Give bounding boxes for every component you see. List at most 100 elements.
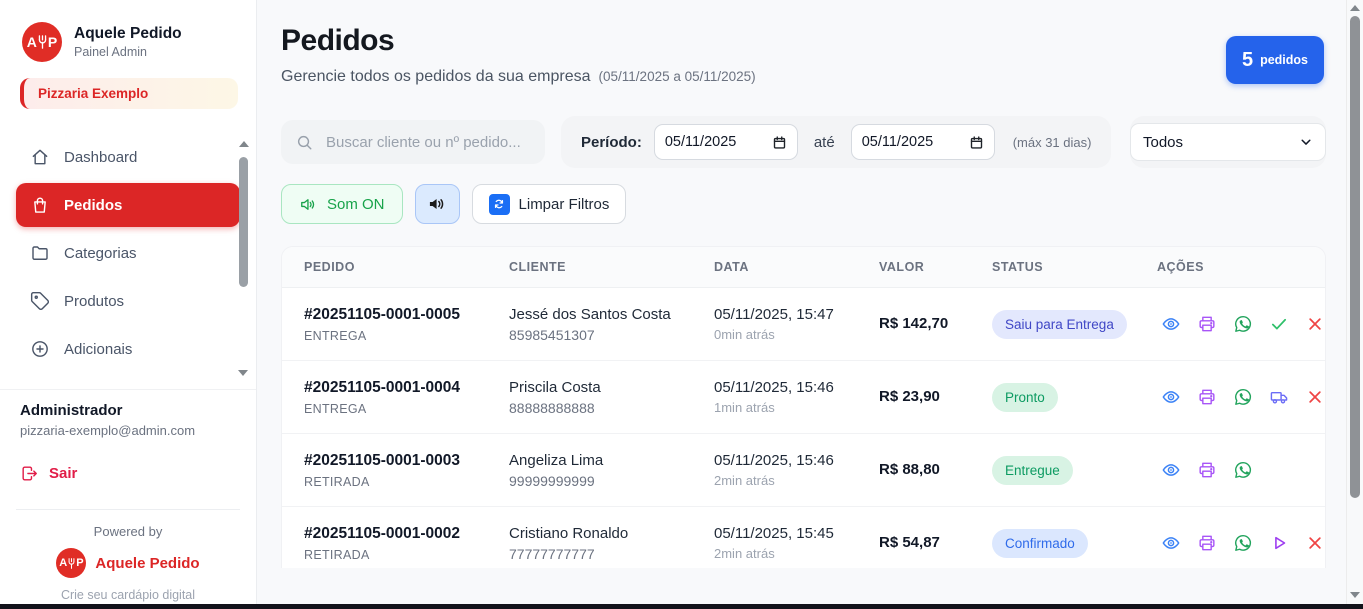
orders-table: PEDIDO CLIENTE DATA VALOR STATUS AÇÕES #20251… (281, 246, 1326, 568)
sound-toggle-button[interactable]: Som ON (281, 184, 403, 224)
whatsapp-button[interactable] (1233, 314, 1253, 334)
scroll-up-arrow-icon[interactable] (238, 141, 249, 147)
fork-icon (38, 35, 47, 49)
date-to-input[interactable]: 05/11/2025 (850, 124, 995, 160)
main-scrollbar[interactable] (1346, 0, 1363, 604)
sidebar-scrollbar-thumb[interactable] (239, 157, 248, 287)
view-icon (1162, 318, 1180, 330)
column-header: PEDIDO (304, 260, 355, 274)
order-time-ago: 2min atrás (714, 546, 775, 561)
row-actions (1157, 533, 1325, 553)
whatsapp-icon (1235, 534, 1252, 551)
clear-filters-button[interactable]: Limpar Filtros (471, 184, 627, 224)
nav-label: Categorias (64, 244, 137, 262)
cancel-order-button[interactable] (1305, 387, 1325, 407)
status-badge: Pronto (992, 382, 1058, 412)
order-type: RETIRADA (304, 474, 370, 489)
sidebar-item-categorias[interactable]: Categorias (16, 231, 240, 275)
whatsapp-button[interactable] (1233, 387, 1253, 407)
order-time-ago: 1min atrás (714, 400, 775, 415)
whatsapp-button[interactable] (1233, 533, 1253, 553)
plus-circle-icon (30, 339, 50, 359)
status-badge: Entregue (992, 455, 1073, 485)
orders-count-label: pedidos (1260, 53, 1308, 67)
brand-name: Aquele Pedido (74, 25, 182, 43)
order-value: R$ 88,80 (879, 461, 940, 478)
order-type: ENTREGA (304, 401, 367, 416)
main-content: Pedidos Gerencie todos os pedidos da sua… (257, 0, 1346, 604)
cancel-icon (1309, 318, 1321, 330)
powered-brand[interactable]: A P Aquele Pedido (20, 548, 236, 578)
logo-letter: P (47, 34, 58, 50)
sidebar-item-produtos[interactable]: Produtos (16, 279, 240, 323)
whatsapp-button[interactable] (1233, 460, 1253, 480)
sidebar-item-adicionais[interactable]: Adicionais (16, 327, 240, 371)
home-icon (30, 147, 50, 167)
order-datetime: 05/11/2025, 15:46 (714, 452, 834, 469)
row-actions (1157, 314, 1325, 334)
advance-order-button[interactable] (1269, 533, 1289, 553)
cancel-order-button[interactable] (1305, 314, 1325, 334)
table-row: #20251105-0001-0002 RETIRADA Cristiano R… (282, 507, 1325, 568)
cancel-icon (1309, 537, 1321, 549)
row-actions (1157, 387, 1325, 407)
powered-by-label: Powered by (93, 524, 163, 539)
client-phone: 99999999999 (509, 472, 595, 489)
user-role: Administrador (20, 402, 123, 419)
logout-button[interactable]: Sair (20, 464, 236, 483)
order-value: R$ 23,90 (879, 388, 940, 405)
view-icon (1162, 537, 1180, 549)
sidebar-item-pedidos[interactable]: Pedidos (16, 183, 240, 227)
view-icon (1162, 464, 1180, 476)
page-subtitle: Gerencie todos os pedidos da sua empresa (281, 68, 591, 85)
window-edge (0, 604, 1363, 609)
main-scrollbar-thumb[interactable] (1350, 16, 1360, 498)
refresh-icon (488, 193, 510, 215)
order-type: ENTREGA (304, 328, 367, 343)
print-order-button[interactable] (1197, 533, 1217, 553)
order-id: #20251105-0001-0002 (304, 524, 461, 542)
column-header: AÇÕES (1157, 260, 1204, 274)
nav-label: Adicionais (64, 340, 133, 358)
scroll-down-arrow-icon[interactable] (1350, 592, 1360, 598)
confirm-order-button[interactable] (1269, 314, 1289, 334)
order-value: R$ 142,70 (879, 315, 949, 332)
fork-icon (68, 557, 75, 569)
calendar-icon (970, 135, 982, 149)
search-input[interactable] (324, 132, 531, 152)
scroll-down-arrow-icon[interactable] (238, 370, 248, 376)
until-label: até (813, 133, 835, 151)
view-order-button[interactable] (1161, 387, 1181, 407)
folder-icon (30, 243, 50, 263)
whatsapp-icon (1235, 461, 1252, 478)
status-filter-select[interactable]: Todos (1130, 123, 1326, 161)
brand-tagline: Crie seu cardápio digital (60, 588, 196, 602)
period-filter-panel: Período: 05/11/2025 até 05/11/2025 (máx … (561, 116, 1112, 168)
scroll-up-arrow-icon[interactable] (1350, 5, 1360, 11)
order-id: #20251105-0001-0003 (304, 451, 461, 469)
view-order-button[interactable] (1161, 314, 1181, 334)
sidebar: A P Aquele Pedido Painel Admin Pizzaria … (0, 0, 257, 604)
cancel-order-button[interactable] (1305, 533, 1325, 553)
logout-label: Sair (49, 465, 78, 482)
dispatch-order-button[interactable] (1269, 387, 1289, 407)
sidebar-scrollbar[interactable] (237, 141, 250, 376)
view-order-button[interactable] (1161, 533, 1181, 553)
table-row: #20251105-0001-0003 RETIRADA Angeliza Li… (282, 434, 1325, 507)
order-type: RETIRADA (304, 547, 370, 562)
play-icon (1275, 536, 1286, 550)
print-order-button[interactable] (1197, 387, 1217, 407)
date-from-input[interactable]: 05/11/2025 (653, 124, 798, 160)
sidebar-item-dashboard[interactable]: Dashboard (16, 135, 240, 179)
date-range-label: (05/11/2025 a 05/11/2025) (598, 69, 756, 84)
client-name: Cristiano Ronaldo (509, 524, 629, 542)
divider (16, 509, 240, 510)
view-order-button[interactable] (1161, 460, 1181, 480)
brand-subtitle: Painel Admin (74, 44, 147, 59)
print-order-button[interactable] (1197, 460, 1217, 480)
status-badge: Confirmado (992, 528, 1088, 558)
print-icon (1199, 316, 1215, 332)
speaker-test-button[interactable] (414, 184, 460, 224)
sidebar-footer: Administrador pizzaria-exemplo@admin.com… (0, 389, 256, 602)
print-order-button[interactable] (1197, 314, 1217, 334)
